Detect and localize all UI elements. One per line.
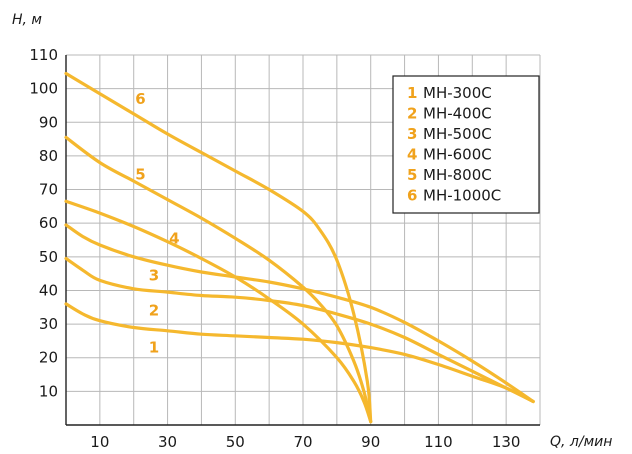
x-tick-label: 30 [158, 433, 177, 451]
curve-4 [64, 199, 373, 424]
legend-number-1: 1 [407, 84, 417, 102]
y-tick-label: 90 [39, 113, 58, 131]
y-tick-label: 20 [39, 349, 58, 367]
legend-number-5: 5 [407, 166, 417, 184]
curve-5 [64, 135, 373, 424]
curve-2 [64, 256, 535, 404]
tick-labels: 10 30 50 70 90 110 130 10 20 30 40 50 60 70 80 90 100 110 [29, 46, 520, 451]
legend-number-3: 3 [407, 125, 417, 143]
legend-entry-5: МН-800С [423, 166, 492, 184]
legend-entry-6: МН-1000С [423, 187, 501, 205]
x-tick-label: 110 [424, 433, 453, 451]
curve-label-1: 1 [149, 339, 159, 357]
curve-label-2: 2 [149, 302, 159, 320]
legend-number-2: 2 [407, 105, 417, 123]
x-tick-label: 50 [226, 433, 245, 451]
x-axis-title: Q, л/мин [550, 434, 612, 450]
curve-labels: 1 2 3 4 5 6 [135, 90, 179, 357]
y-tick-label: 110 [29, 46, 58, 64]
curve-6 [64, 71, 373, 424]
curve-1 [64, 302, 535, 404]
curve-label-4: 4 [169, 229, 179, 247]
curve-label-3: 3 [149, 266, 159, 284]
y-tick-label: 10 [39, 382, 58, 400]
y-tick-label: 80 [39, 147, 58, 165]
curve-3 [64, 223, 535, 404]
y-tick-label: 70 [39, 181, 58, 199]
legend-number-4: 4 [407, 146, 417, 164]
y-tick-label: 30 [39, 315, 58, 333]
legend-entry-3: МН-500С [423, 125, 492, 143]
y-tick-label: 100 [29, 80, 58, 98]
legend-entry-2: МН-400С [423, 105, 492, 123]
y-tick-label: 50 [39, 248, 58, 266]
legend-entry-1: МН-300С [423, 84, 492, 102]
axes [65, 55, 540, 426]
curves [64, 71, 535, 424]
x-tick-label: 90 [361, 433, 380, 451]
x-tick-label: 10 [90, 433, 109, 451]
y-tick-label: 40 [39, 281, 58, 299]
legend-entry-4: МН-600С [423, 146, 492, 164]
legend-box [392, 75, 540, 214]
curve-label-5: 5 [135, 165, 145, 183]
y-axis-title: H, м [12, 12, 42, 28]
x-tick-label: 70 [293, 433, 312, 451]
curve-label-6: 6 [135, 90, 145, 108]
y-tick-label: 60 [39, 214, 58, 232]
legend-number-6: 6 [407, 187, 417, 205]
legend: 1 МН-300С 2 МН-400С 3 МН-500С 4 МН-600С 5 МН-800С… [392, 75, 540, 214]
x-tick-label: 130 [492, 433, 521, 451]
